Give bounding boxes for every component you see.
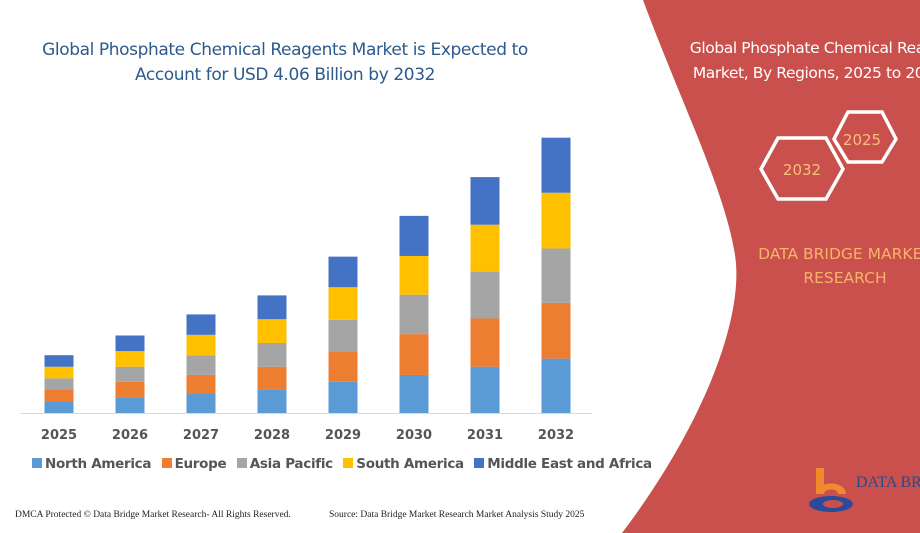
bar-segment-2029-europe [328, 351, 358, 382]
bar-segment-2030-middle-east-and-africa [399, 215, 429, 256]
legend-label: South America [356, 456, 464, 472]
bar-segment-2025-europe [44, 389, 74, 402]
legend-swatch [474, 458, 485, 468]
x-tick-label-2032: 2032 [538, 428, 574, 443]
bar-segment-2029-asia-pacific [328, 319, 358, 352]
right-panel-title: Global Phosphate Chemical Reagents Marke… [668, 36, 920, 86]
legend-swatch [343, 458, 354, 468]
bar-segment-2031-north-america [470, 366, 500, 413]
bar-segment-2028-middle-east-and-africa [257, 295, 287, 320]
bar-segment-2025-north-america [44, 401, 74, 413]
legend-label: Asia Pacific [249, 456, 333, 472]
legend-swatch [161, 458, 172, 468]
bar-segment-2028-europe [257, 366, 287, 390]
bar-segment-2028-asia-pacific [257, 342, 287, 367]
bar-segment-2025-south-america [44, 366, 74, 379]
data-bridge-logo-icon [809, 468, 853, 512]
legend-item-asia-pacific: Asia Pacific [236, 456, 333, 472]
right-title-line-1: Global Phosphate Chemical Reagents [689, 39, 920, 57]
bar-segment-2030-europe [399, 334, 429, 375]
bar-segment-2032-asia-pacific [541, 248, 571, 303]
bar-segment-2031-europe [470, 318, 500, 367]
x-tick-label-2030: 2030 [396, 428, 432, 443]
bar-segment-2027-asia-pacific [186, 355, 216, 375]
chart-title-line-1: Global Phosphate Chemical Reagents Marke… [42, 40, 528, 60]
x-tick-label-2028: 2028 [254, 428, 290, 443]
bar-segment-2030-asia-pacific [399, 294, 429, 335]
legend-item-north-america: North America [32, 456, 151, 472]
legend-label: Middle East and Africa [487, 456, 652, 472]
x-tick-label-2029: 2029 [325, 428, 361, 443]
source-note: Source: Data Bridge Market Research Mark… [329, 510, 585, 520]
copyright-note: DMCA Protected © Data Bridge Market Rese… [15, 510, 291, 520]
legend-label: North America [45, 456, 152, 472]
legend-swatch [32, 458, 42, 468]
chart-title: Global Phosphate Chemical Reagents Marke… [30, 38, 540, 88]
bar-segment-2030-south-america [399, 255, 429, 295]
bar-segment-2032-north-america [541, 358, 571, 413]
chart-title-line-2: Account for USD 4.06 Billion by 2032 [134, 65, 436, 85]
bar-segment-2029-north-america [328, 381, 358, 413]
stacked-bar-chart: 2025 2026 2027 2028 2029 2030 2031 2032 [20, 137, 592, 443]
logo-text: DATA BRIDGE [856, 474, 920, 491]
bar-segment-2026-europe [115, 381, 145, 398]
bar-segment-2026-north-america [115, 397, 145, 413]
bar-segment-2027-middle-east-and-africa [186, 314, 216, 335]
legend: North America Europe Asia Pacific South … [32, 456, 658, 472]
legend-item-south-america: South America [343, 456, 464, 472]
bar-segment-2029-middle-east-and-africa [328, 256, 358, 288]
brand-line-1: DATA BRIDGE MARKET [758, 245, 920, 263]
bar-segment-2031-south-america [470, 224, 500, 272]
bar-segment-2028-north-america [257, 389, 287, 413]
bar-segment-2032-middle-east-and-africa [541, 137, 571, 193]
bar-segment-2031-asia-pacific [470, 271, 500, 319]
brand-line-2: RESEARCH [803, 269, 887, 287]
bar-segment-2025-middle-east-and-africa [44, 355, 74, 367]
bar-segment-2029-south-america [328, 287, 358, 320]
bar-segment-2026-asia-pacific [115, 366, 145, 382]
bar-segment-2027-north-america [186, 393, 216, 413]
bar-segment-2032-south-america [541, 192, 571, 249]
legend-label: Europe [174, 456, 227, 472]
x-tick-label-2025: 2025 [41, 428, 77, 443]
legend-swatch [236, 458, 247, 468]
bar-segment-2030-north-america [399, 374, 429, 413]
x-tick-label-2026: 2026 [112, 428, 148, 443]
brand-text: DATA BRIDGE MARKET RESEARCH [735, 242, 920, 290]
legend-item-europe: Europe [161, 456, 227, 472]
bar-segment-2027-south-america [186, 334, 216, 356]
x-tick-label-2031: 2031 [467, 428, 503, 443]
bar-segment-2027-europe [186, 374, 216, 394]
bar-segment-2026-south-america [115, 351, 145, 367]
bar-segment-2032-europe [541, 302, 571, 359]
bar-segment-2028-south-america [257, 319, 287, 343]
bar-segment-2025-asia-pacific [44, 378, 74, 390]
right-title-line-2: Market, By Regions, 2025 to 2032 [692, 64, 920, 82]
x-tick-label-2027: 2027 [183, 428, 219, 443]
bar-segment-2031-middle-east-and-africa [470, 177, 500, 225]
legend-item-middle-east-africa: Middle East and Africa [474, 456, 652, 472]
bar-segment-2026-middle-east-and-africa [115, 335, 145, 352]
